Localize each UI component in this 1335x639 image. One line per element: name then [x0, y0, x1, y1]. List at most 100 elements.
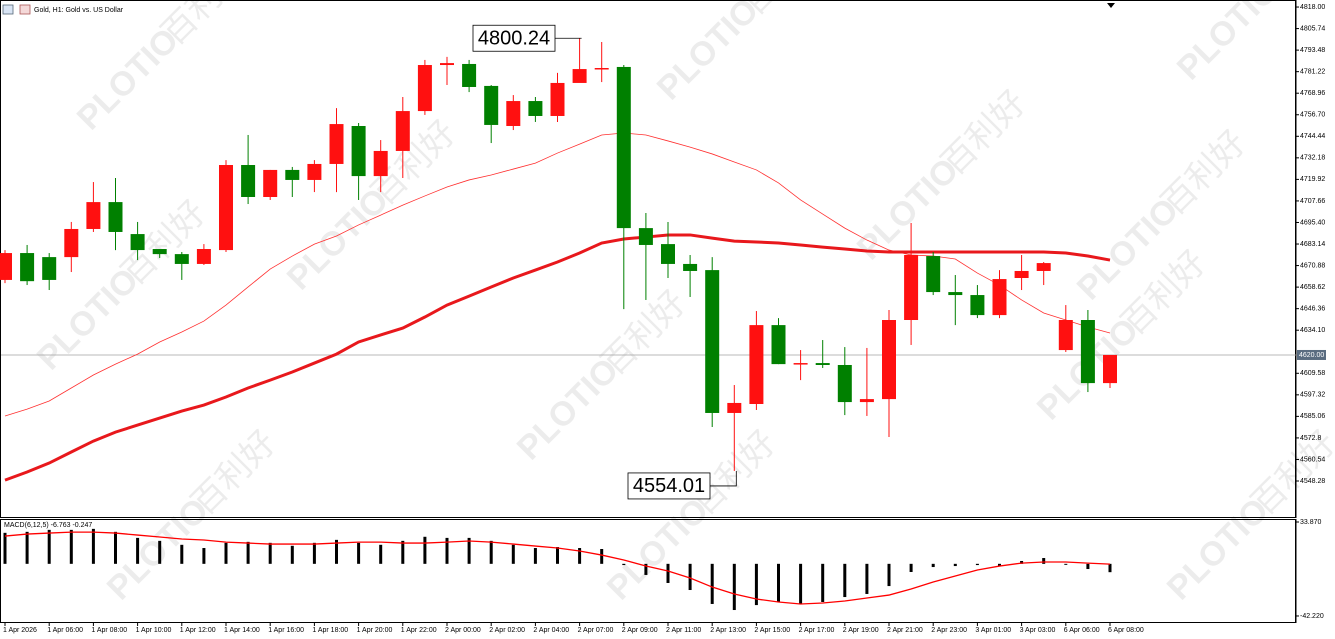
candle-body [351, 125, 366, 177]
annotation-box [472, 24, 556, 52]
candle-body [506, 101, 521, 126]
macd-bar [887, 563, 891, 587]
price-panel [0, 0, 1296, 518]
y-tick-label: 4732.18 [1300, 155, 1325, 162]
annotation-label: 4554.01 [633, 475, 705, 497]
y-tick-label: 4658.62 [1300, 284, 1325, 291]
macd-bar [1064, 563, 1068, 565]
candle-body [683, 263, 698, 271]
macd-bar [25, 531, 29, 564]
candle-body [152, 249, 167, 255]
candle-body [550, 82, 565, 116]
macd-bar [622, 563, 626, 566]
x-tick-label: 1 Apr 22:00 [401, 627, 437, 634]
x-tick-label: 2 Apr 13:00 [710, 627, 746, 634]
y-tick-label: 4781.22 [1300, 69, 1325, 76]
y-tick-label: 4585.06 [1300, 413, 1325, 420]
candle-body [616, 66, 631, 229]
macd-bar [578, 548, 582, 564]
candle-body [882, 320, 896, 400]
macd-bar [953, 563, 957, 567]
candle-body [771, 325, 786, 365]
candle-body [859, 399, 874, 403]
macd-bar [754, 563, 758, 606]
macd-bar [533, 548, 537, 564]
price-line-box [1297, 349, 1326, 360]
x-tick-label: 1 Apr 08:00 [91, 627, 127, 634]
macd-bar [202, 548, 206, 564]
y-tick-label: 4597.32 [1300, 392, 1325, 399]
candle-body [285, 169, 300, 180]
x-tick-label: 2 Apr 23:00 [931, 627, 967, 634]
icon [2, 4, 14, 15]
candle-body [373, 150, 388, 177]
y-tick-label: 4805.74 [1300, 25, 1325, 32]
shift-marker [1107, 3, 1115, 8]
chart-title: Gold, H1: Gold vs. US Dollar [34, 7, 124, 14]
signal-line [4, 531, 1111, 605]
candle-body [594, 68, 609, 70]
annotation-connector [710, 470, 737, 487]
macd-bar [357, 542, 361, 564]
macd-bar [3, 532, 7, 564]
y-tick-label: 4646.36 [1300, 305, 1325, 312]
candle-body [196, 249, 211, 264]
macd-panel [0, 519, 1296, 623]
macd-bar [467, 537, 471, 564]
y-tick-label: 4548.28 [1300, 478, 1325, 485]
x-tick-label: 2 Apr 04:00 [533, 627, 569, 634]
macd-bar [246, 541, 250, 564]
x-tick-label: 1 Apr 2026 [3, 627, 37, 634]
y-tick-label: 4634.10 [1300, 327, 1325, 334]
macd-bar [644, 563, 648, 575]
macd-bar [445, 537, 449, 564]
macd-title: MACD(6,12,5) -6.763 -0.247 [4, 522, 92, 529]
y-tick-label: -42.220 [1300, 613, 1324, 620]
macd-bar [1108, 563, 1112, 573]
candle-body [572, 69, 587, 83]
x-tick-label: 6 Apr 06:00 [1064, 627, 1100, 634]
candle-body [395, 111, 410, 151]
macd-bar [732, 563, 736, 611]
macd-bar [91, 528, 95, 564]
candle-body [638, 228, 653, 245]
y-tick-label: 4695.40 [1300, 219, 1325, 226]
candle-body [1103, 354, 1117, 384]
candle-body [1014, 270, 1029, 279]
macd-bar [47, 529, 51, 564]
macd-bar [312, 542, 316, 564]
x-tick-label: 2 Apr 07:00 [578, 627, 614, 634]
moving-average [4, 233, 1111, 482]
candle-body [992, 279, 1007, 316]
macd-bar [975, 563, 979, 566]
candle-body [462, 63, 477, 87]
candle-body [0, 253, 12, 280]
candle-body [837, 364, 852, 403]
x-tick-label: 2 Apr 02:00 [489, 627, 525, 634]
macd-bar [865, 563, 869, 594]
macd-bar [556, 547, 559, 564]
candle-body [263, 169, 278, 197]
macd-bar [1086, 563, 1090, 570]
icon [19, 4, 31, 15]
x-tick-label: 1 Apr 18:00 [312, 627, 348, 634]
candle-body [219, 165, 233, 251]
x-tick-label: 6 Apr 08:00 [1108, 627, 1144, 634]
y-tick-label: 4744.44 [1300, 133, 1325, 140]
x-tick-label: 2 Apr 11:00 [666, 627, 701, 634]
y-tick-label: 4793.48 [1300, 47, 1325, 54]
macd-bar [931, 563, 935, 568]
candle-body [130, 234, 145, 251]
macd-bar [489, 540, 493, 564]
y-tick-label: 4768.96 [1300, 90, 1325, 97]
x-tick-label: 2 Apr 17:00 [799, 627, 835, 634]
y-tick-label: 4609.58 [1300, 370, 1325, 377]
candle-body [926, 256, 941, 293]
macd-bar [1020, 560, 1024, 564]
macd-bar [1042, 558, 1046, 564]
macd-bar [998, 563, 1001, 567]
candle-body [727, 402, 742, 413]
y-tick-label: 4560.54 [1300, 456, 1325, 463]
candle-body [417, 65, 432, 112]
